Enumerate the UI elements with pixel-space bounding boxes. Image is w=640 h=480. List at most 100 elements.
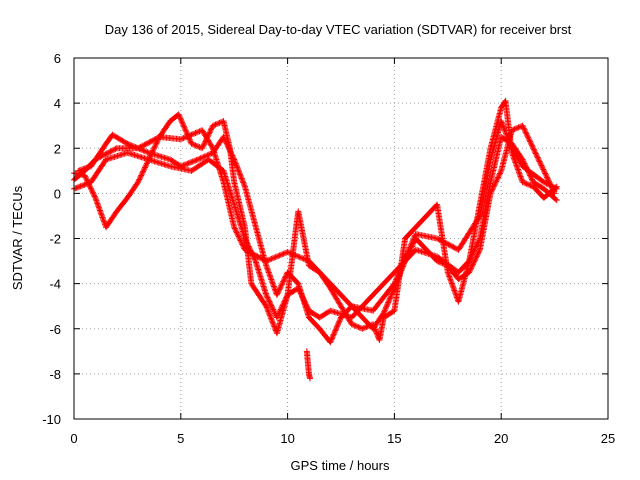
- data-point: [281, 275, 288, 282]
- data-point: [523, 165, 530, 172]
- data-point: [256, 254, 263, 261]
- data-point: [263, 293, 270, 300]
- data-point: [508, 149, 515, 156]
- data-point: [263, 303, 270, 310]
- data-point: [82, 174, 89, 181]
- data-point: [236, 234, 243, 241]
- data-point: [107, 148, 114, 155]
- data-point: [527, 139, 534, 146]
- data-point: [179, 119, 186, 126]
- data-point: [518, 174, 525, 181]
- data-point: [407, 247, 414, 254]
- data-point: [175, 111, 182, 118]
- data-point: [273, 291, 280, 298]
- data-point: [137, 146, 144, 153]
- data-point: [96, 207, 103, 214]
- data-point: [446, 242, 453, 249]
- data-point: [293, 252, 300, 259]
- y-tick-label: -6: [49, 322, 61, 337]
- data-point: [180, 122, 187, 129]
- data-point: [493, 178, 500, 185]
- data-point: [213, 120, 220, 127]
- data-point: [547, 182, 554, 189]
- data-point: [135, 145, 142, 152]
- data-point: [146, 155, 153, 162]
- data-point: [86, 181, 93, 188]
- data-point: [176, 114, 183, 121]
- data-point: [467, 266, 474, 273]
- data-point: [359, 325, 366, 332]
- data-point: [537, 159, 544, 166]
- data-point: [192, 157, 199, 164]
- data-point: [296, 254, 303, 261]
- data-point: [446, 274, 453, 281]
- data-point: [473, 253, 480, 260]
- data-point: [389, 289, 396, 296]
- data-point: [88, 186, 95, 193]
- data-point: [240, 179, 247, 186]
- data-point: [208, 125, 215, 132]
- data-point: [435, 236, 442, 243]
- data-point: [236, 236, 243, 243]
- data-point: [401, 259, 408, 266]
- data-point: [520, 159, 527, 166]
- data-point: [224, 141, 231, 148]
- data-point: [327, 339, 334, 346]
- data-point: [449, 281, 456, 288]
- data-point: [189, 131, 196, 138]
- data-point: [263, 263, 270, 270]
- data-point: [452, 290, 459, 297]
- data-point: [230, 155, 237, 162]
- data-point: [185, 134, 192, 141]
- data-point: [92, 194, 99, 201]
- data-point: [183, 128, 190, 135]
- data-point: [267, 299, 274, 306]
- data-point: [78, 182, 85, 189]
- data-point: [240, 180, 247, 187]
- data-point: [224, 143, 231, 150]
- data-point: [473, 254, 480, 261]
- data-point: [239, 242, 246, 249]
- data-point: [263, 291, 270, 298]
- data-point: [269, 318, 276, 325]
- data-point: [186, 135, 193, 142]
- data-point: [539, 165, 546, 172]
- data-point: [444, 269, 451, 276]
- data-point: [510, 126, 517, 133]
- data-point: [511, 126, 518, 133]
- data-point: [141, 148, 148, 155]
- data-point: [544, 174, 551, 181]
- data-point: [490, 183, 497, 190]
- data-point: [272, 254, 279, 261]
- y-tick-label: -10: [42, 412, 61, 427]
- data-point: [488, 189, 495, 196]
- data-point: [549, 185, 556, 192]
- data-point: [251, 256, 258, 263]
- data-point: [521, 126, 528, 133]
- data-point: [87, 184, 94, 191]
- data-point: [207, 127, 214, 134]
- data-point: [197, 155, 204, 162]
- data-point: [177, 136, 184, 143]
- data-point: [499, 120, 506, 127]
- data-point: [267, 301, 274, 308]
- data-point: [270, 320, 277, 327]
- data-point: [265, 309, 272, 316]
- data-point: [528, 142, 535, 149]
- data-point: [202, 137, 209, 144]
- data-point: [144, 149, 151, 156]
- data-point: [442, 261, 449, 268]
- data-point: [226, 145, 233, 152]
- data-point: [134, 180, 141, 187]
- data-point: [82, 173, 89, 180]
- data-point: [143, 140, 150, 147]
- data-point: [152, 143, 159, 150]
- data-point: [267, 314, 274, 321]
- data-point: [266, 272, 273, 279]
- data-point: [394, 277, 401, 284]
- data-point: [240, 244, 247, 251]
- data-point: [444, 240, 451, 247]
- data-point: [143, 161, 150, 168]
- data-point: [491, 182, 498, 189]
- data-point: [177, 115, 184, 122]
